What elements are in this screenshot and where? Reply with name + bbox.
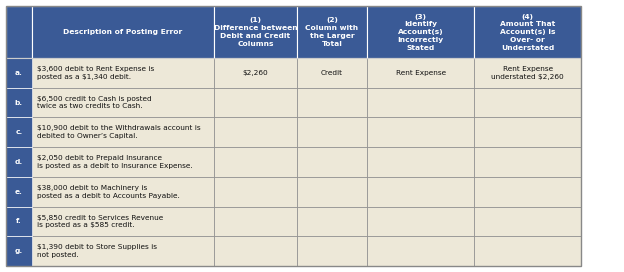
Text: (4)
Amount That
Account(s) Is
Over- or
Understated: (4) Amount That Account(s) Is Over- or U…: [500, 14, 555, 51]
Bar: [214, 177, 296, 206]
Bar: [296, 6, 367, 58]
Text: $5,850 credit to Services Revenue
is posted as a $585 credit.: $5,850 credit to Services Revenue is pos…: [37, 215, 163, 228]
Bar: [6, 206, 32, 236]
Bar: [214, 58, 296, 88]
Text: $2,260: $2,260: [243, 70, 268, 76]
Bar: [6, 118, 32, 147]
Text: d.: d.: [15, 159, 23, 165]
Bar: [214, 88, 296, 118]
Text: (2)
Column with
the Larger
Total: (2) Column with the Larger Total: [305, 17, 358, 47]
Text: Description of Posting Error: Description of Posting Error: [63, 29, 182, 35]
Text: $38,000 debit to Machinery is
posted as a debit to Accounts Payable.: $38,000 debit to Machinery is posted as …: [37, 185, 180, 199]
Bar: [214, 147, 296, 177]
Text: $1,390 debit to Store Supplies is
not posted.: $1,390 debit to Store Supplies is not po…: [37, 244, 157, 258]
Bar: [367, 206, 474, 236]
Text: $6,500 credit to Cash is posted
twice as two credits to Cash.: $6,500 credit to Cash is posted twice as…: [37, 96, 152, 109]
Bar: [296, 147, 367, 177]
Text: (1)
Difference between
Debit and Credit
Columns: (1) Difference between Debit and Credit …: [213, 17, 297, 47]
Bar: [474, 206, 582, 236]
Bar: [32, 88, 214, 118]
Text: a.: a.: [15, 70, 23, 76]
Bar: [6, 6, 32, 58]
Bar: [6, 236, 32, 266]
Bar: [367, 147, 474, 177]
Bar: [296, 58, 367, 88]
Bar: [6, 147, 32, 177]
Bar: [6, 177, 32, 206]
Bar: [6, 236, 32, 266]
Text: f.: f.: [16, 218, 22, 224]
Bar: [32, 58, 214, 88]
Text: e.: e.: [15, 189, 23, 195]
Text: $3,600 debit to Rent Expense is
posted as a $1,340 debit.: $3,600 debit to Rent Expense is posted a…: [37, 66, 154, 80]
Bar: [296, 206, 367, 236]
Bar: [32, 206, 214, 236]
Bar: [6, 58, 32, 88]
Bar: [474, 58, 582, 88]
Bar: [32, 177, 214, 206]
Bar: [296, 177, 367, 206]
Bar: [32, 6, 214, 58]
Bar: [367, 118, 474, 147]
Bar: [214, 6, 296, 58]
Bar: [6, 88, 32, 118]
Bar: [474, 177, 582, 206]
Bar: [474, 118, 582, 147]
Text: $10,900 debit to the Withdrawals account is
debited to Owner’s Capital.: $10,900 debit to the Withdrawals account…: [37, 125, 200, 139]
Bar: [296, 118, 367, 147]
Bar: [367, 236, 474, 266]
Bar: [296, 236, 367, 266]
Bar: [6, 177, 32, 206]
Bar: [367, 88, 474, 118]
Bar: [214, 118, 296, 147]
Text: Rent Expense
understated $2,260: Rent Expense understated $2,260: [491, 66, 564, 80]
Bar: [296, 88, 367, 118]
Bar: [214, 206, 296, 236]
Bar: [214, 236, 296, 266]
Bar: [6, 147, 32, 177]
Bar: [367, 177, 474, 206]
Bar: [474, 88, 582, 118]
Bar: [6, 88, 32, 118]
Bar: [32, 147, 214, 177]
Text: $2,050 debit to Prepaid Insurance
is posted as a debit to Insurance Expense.: $2,050 debit to Prepaid Insurance is pos…: [37, 155, 192, 169]
Text: Rent Expense: Rent Expense: [396, 70, 446, 76]
Bar: [6, 206, 32, 236]
Bar: [474, 236, 582, 266]
Bar: [367, 58, 474, 88]
Text: Credit: Credit: [321, 70, 343, 76]
Bar: [474, 147, 582, 177]
Text: c.: c.: [15, 129, 22, 135]
Text: b.: b.: [15, 100, 23, 106]
Text: g.: g.: [15, 248, 23, 254]
Bar: [367, 6, 474, 58]
Bar: [6, 58, 32, 88]
Text: (3)
Identify
Account(s)
Incorrectly
Stated: (3) Identify Account(s) Incorrectly Stat…: [397, 14, 444, 51]
Bar: [32, 118, 214, 147]
Bar: [474, 6, 582, 58]
Bar: [6, 118, 32, 147]
Bar: [32, 236, 214, 266]
